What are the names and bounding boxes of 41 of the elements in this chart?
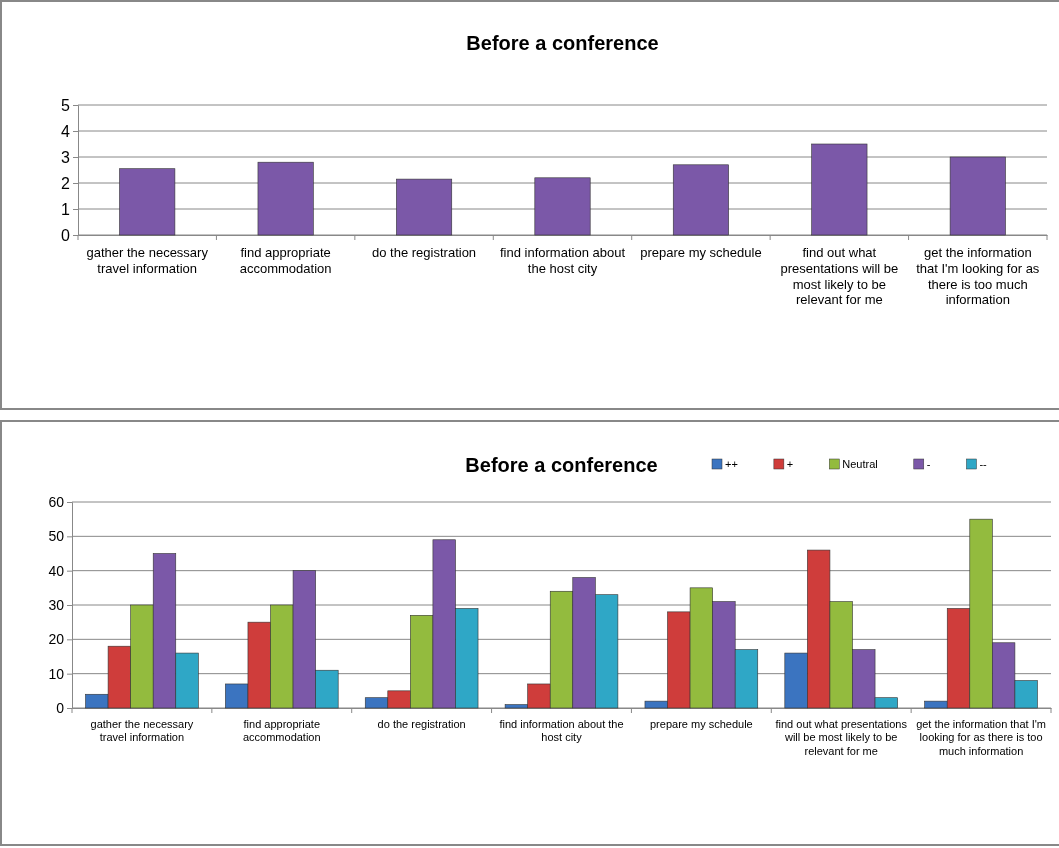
x-tick-label: gather the necessary travel information [86,245,209,276]
y-tick-label: 60 [48,493,65,510]
legend-label: ++ [725,458,738,470]
y-tick-label: 50 [48,528,65,545]
bar [949,156,1006,236]
bar [672,164,729,236]
x-tick-label: do the registration [372,245,477,261]
x-tick-label: find information about the host city [499,245,626,276]
x-tick-label: do the registration [377,718,466,731]
y-tick-label: 5 [61,96,71,114]
x-tick-label: find appropriate accommodation [239,245,332,276]
chart-title: Before a conference [466,32,659,54]
y-tick-label: 0 [56,699,65,716]
chart-title: Before a conference [465,454,658,476]
y-tick-label: 1 [61,200,71,218]
y-tick-label: 20 [48,631,65,648]
bar [396,178,453,236]
x-tick-label: get the information that I'm looking for as there is too much information [916,718,1047,757]
y-tick-label: 30 [48,596,65,613]
x-tick-label: gather the necessary travel information [90,718,194,744]
x-tick-label: get the information that I'm looking for as there is too much information [916,245,1040,308]
legend-label: Neutral [842,458,878,470]
y-tick-label: 0 [61,226,71,244]
y-tick-label: 4 [61,122,71,140]
x-tick-label: prepare my schedule [649,718,753,731]
bar [811,143,868,236]
x-tick-label: find out what presentations will be most likely to be relevant for me [780,245,899,308]
y-tick-label: 2 [61,174,71,192]
y-tick-label: 40 [48,562,65,579]
x-tick-label: find out what presentations will be most likely to be relevant for me [775,718,908,757]
bar [119,168,176,236]
y-tick-label: 3 [61,148,71,166]
x-tick-label: prepare my schedule [640,245,762,261]
x-tick-label: find information about the host city [499,718,624,744]
bar [534,177,591,236]
x-tick-label: find appropriate accommodation [242,718,321,744]
y-tick-label: 10 [48,665,65,682]
legend-label: + [786,458,794,470]
bar [257,161,314,236]
legend-label: -- [979,458,988,470]
legend-label: - [926,458,931,470]
